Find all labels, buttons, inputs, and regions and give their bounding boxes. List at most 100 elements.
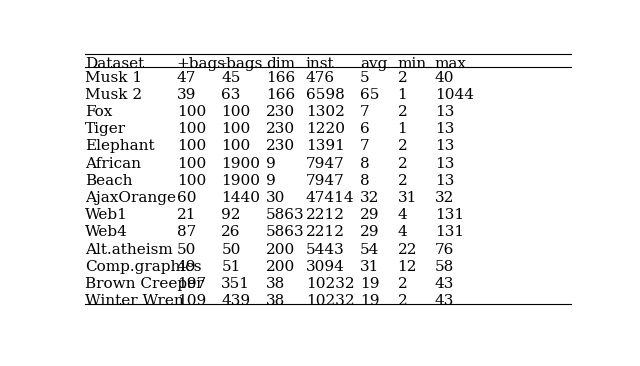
Text: 6: 6 bbox=[360, 122, 370, 136]
Text: 92: 92 bbox=[221, 208, 241, 222]
Text: Web1: Web1 bbox=[85, 208, 128, 222]
Text: 1302: 1302 bbox=[306, 105, 344, 119]
Text: 21: 21 bbox=[177, 208, 196, 222]
Text: 7947: 7947 bbox=[306, 157, 344, 171]
Text: 19: 19 bbox=[360, 294, 380, 308]
Text: 100: 100 bbox=[221, 122, 251, 136]
Text: 65: 65 bbox=[360, 88, 380, 102]
Text: African: African bbox=[85, 157, 141, 171]
Text: 2212: 2212 bbox=[306, 225, 345, 239]
Text: 12: 12 bbox=[397, 260, 417, 274]
Text: Comp.graphics: Comp.graphics bbox=[85, 260, 202, 274]
Text: -bags: -bags bbox=[221, 57, 263, 71]
Text: 29: 29 bbox=[360, 208, 380, 222]
Text: 47414: 47414 bbox=[306, 191, 355, 205]
Text: 39: 39 bbox=[177, 88, 196, 102]
Text: 43: 43 bbox=[435, 294, 454, 308]
Text: 100: 100 bbox=[177, 139, 206, 153]
Text: 3094: 3094 bbox=[306, 260, 344, 274]
Text: 100: 100 bbox=[177, 174, 206, 188]
Text: 439: 439 bbox=[221, 294, 250, 308]
Text: 13: 13 bbox=[435, 122, 454, 136]
Text: 200: 200 bbox=[266, 243, 295, 257]
Text: 166: 166 bbox=[266, 88, 295, 102]
Text: 22: 22 bbox=[397, 243, 417, 257]
Text: Fox: Fox bbox=[85, 105, 113, 119]
Text: 1044: 1044 bbox=[435, 88, 474, 102]
Text: 351: 351 bbox=[221, 277, 250, 291]
Text: 38: 38 bbox=[266, 277, 285, 291]
Text: min: min bbox=[397, 57, 427, 71]
Text: 8: 8 bbox=[360, 174, 370, 188]
Text: Winter Wren: Winter Wren bbox=[85, 294, 184, 308]
Text: 9: 9 bbox=[266, 174, 276, 188]
Text: 230: 230 bbox=[266, 105, 295, 119]
Text: 230: 230 bbox=[266, 139, 295, 153]
Text: 30: 30 bbox=[266, 191, 285, 205]
Text: Tiger: Tiger bbox=[85, 122, 126, 136]
Text: 43: 43 bbox=[435, 277, 454, 291]
Text: 10232: 10232 bbox=[306, 277, 355, 291]
Text: 5863: 5863 bbox=[266, 208, 305, 222]
Text: 166: 166 bbox=[266, 71, 295, 85]
Text: 7: 7 bbox=[360, 139, 370, 153]
Text: 2: 2 bbox=[397, 105, 407, 119]
Text: 13: 13 bbox=[435, 105, 454, 119]
Text: 100: 100 bbox=[177, 122, 206, 136]
Text: 2: 2 bbox=[397, 71, 407, 85]
Text: AjaxOrange: AjaxOrange bbox=[85, 191, 176, 205]
Text: 230: 230 bbox=[266, 122, 295, 136]
Text: 2: 2 bbox=[397, 157, 407, 171]
Text: 100: 100 bbox=[177, 105, 206, 119]
Text: inst: inst bbox=[306, 57, 334, 71]
Text: 7947: 7947 bbox=[306, 174, 344, 188]
Text: 131: 131 bbox=[435, 225, 464, 239]
Text: 50: 50 bbox=[221, 243, 241, 257]
Text: 8: 8 bbox=[360, 157, 370, 171]
Text: 100: 100 bbox=[221, 139, 251, 153]
Text: 50: 50 bbox=[177, 243, 196, 257]
Text: 1440: 1440 bbox=[221, 191, 260, 205]
Text: 109: 109 bbox=[177, 294, 206, 308]
Text: 45: 45 bbox=[221, 71, 241, 85]
Text: 58: 58 bbox=[435, 260, 454, 274]
Text: Dataset: Dataset bbox=[85, 57, 144, 71]
Text: 5443: 5443 bbox=[306, 243, 344, 257]
Text: 1391: 1391 bbox=[306, 139, 344, 153]
Text: 7: 7 bbox=[360, 105, 370, 119]
Text: 5: 5 bbox=[360, 71, 370, 85]
Text: 13: 13 bbox=[435, 174, 454, 188]
Text: Musk 2: Musk 2 bbox=[85, 88, 142, 102]
Text: 2: 2 bbox=[397, 277, 407, 291]
Text: 2: 2 bbox=[397, 294, 407, 308]
Text: avg: avg bbox=[360, 57, 388, 71]
Text: 100: 100 bbox=[221, 105, 251, 119]
Text: 100: 100 bbox=[177, 157, 206, 171]
Text: 131: 131 bbox=[435, 208, 464, 222]
Text: 200: 200 bbox=[266, 260, 295, 274]
Text: 63: 63 bbox=[221, 88, 241, 102]
Text: 9: 9 bbox=[266, 157, 276, 171]
Text: 10232: 10232 bbox=[306, 294, 355, 308]
Text: 49: 49 bbox=[177, 260, 196, 274]
Text: Elephant: Elephant bbox=[85, 139, 155, 153]
Text: Alt.atheism: Alt.atheism bbox=[85, 243, 173, 257]
Text: 47: 47 bbox=[177, 71, 196, 85]
Text: 13: 13 bbox=[435, 157, 454, 171]
Text: 476: 476 bbox=[306, 71, 335, 85]
Text: 31: 31 bbox=[360, 260, 380, 274]
Text: +bags: +bags bbox=[177, 57, 226, 71]
Text: 1: 1 bbox=[397, 122, 407, 136]
Text: 197: 197 bbox=[177, 277, 206, 291]
Text: 87: 87 bbox=[177, 225, 196, 239]
Text: 19: 19 bbox=[360, 277, 380, 291]
Text: 1900: 1900 bbox=[221, 157, 260, 171]
Text: 31: 31 bbox=[397, 191, 417, 205]
Text: 2: 2 bbox=[397, 139, 407, 153]
Text: Brown Creeper: Brown Creeper bbox=[85, 277, 204, 291]
Text: 38: 38 bbox=[266, 294, 285, 308]
Text: 2: 2 bbox=[397, 174, 407, 188]
Text: dim: dim bbox=[266, 57, 295, 71]
Text: 32: 32 bbox=[435, 191, 454, 205]
Text: 76: 76 bbox=[435, 243, 454, 257]
